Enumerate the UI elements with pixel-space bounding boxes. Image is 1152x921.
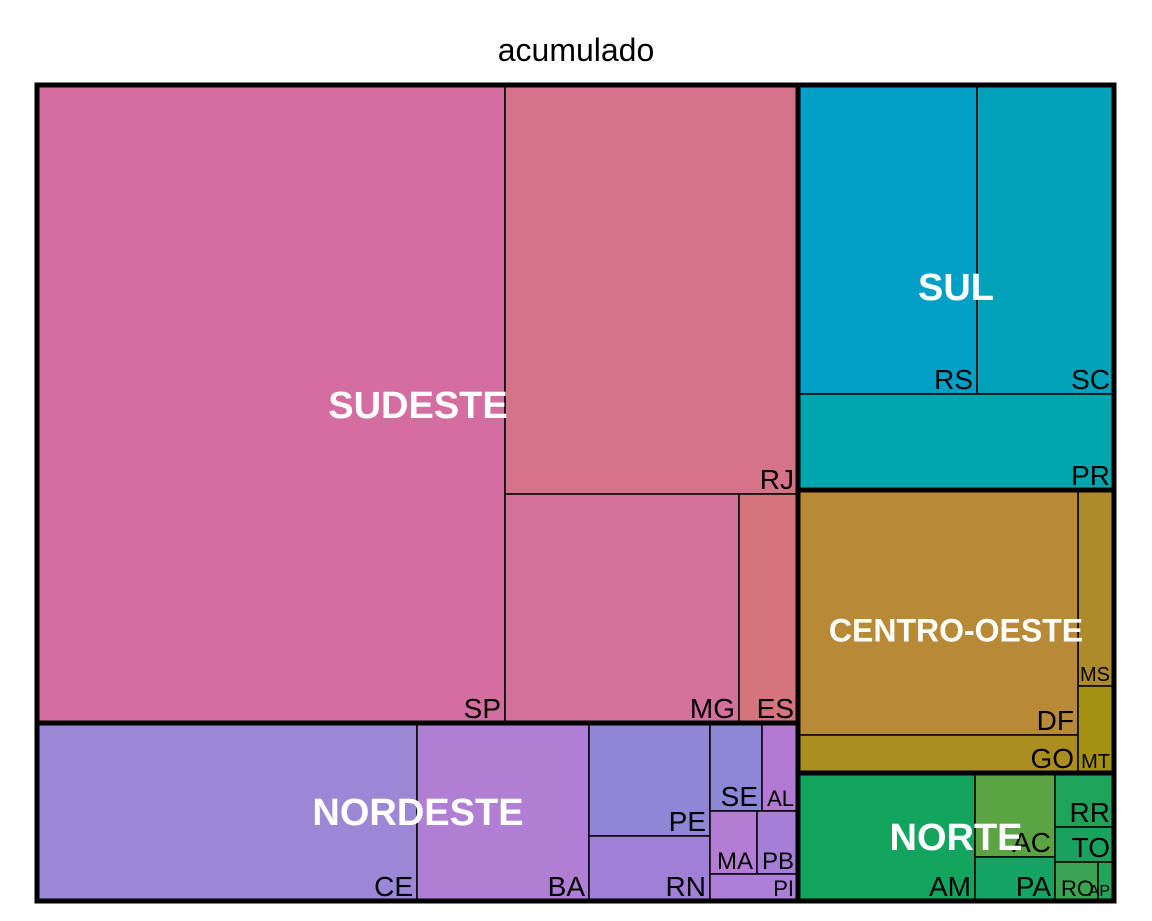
group-border-norte bbox=[795, 770, 1117, 904]
tile-pr bbox=[797, 393, 1115, 491]
chart-title: acumulado bbox=[497, 32, 655, 68]
tile-label-pa: PA bbox=[1016, 871, 1052, 902]
tile-sp bbox=[36, 84, 506, 724]
tile-rj bbox=[504, 84, 799, 495]
tile-label-sc: SC bbox=[1071, 364, 1110, 395]
tile-label-ma: MA bbox=[717, 848, 753, 875]
tile-label-rr: RR bbox=[1070, 797, 1110, 828]
tile-label-df: DF bbox=[1037, 705, 1074, 736]
tile-label-rn: RN bbox=[666, 871, 706, 902]
tile-go bbox=[797, 734, 1079, 774]
tile-rs bbox=[797, 84, 978, 395]
tile-label-pe: PE bbox=[669, 806, 706, 837]
tile-label-am: AM bbox=[929, 871, 971, 902]
tile-label-se: SE bbox=[721, 781, 758, 812]
group-label-norte: NORTE bbox=[890, 817, 1023, 859]
tile-label-ro: RO bbox=[1061, 876, 1094, 901]
tile-ac bbox=[974, 772, 1056, 858]
tile-ro bbox=[1054, 861, 1099, 902]
tile-to bbox=[1054, 826, 1115, 863]
tile-pe bbox=[588, 722, 711, 837]
tile-pb bbox=[756, 810, 799, 875]
tile-sc bbox=[976, 84, 1115, 395]
tile-label-go: GO bbox=[1030, 743, 1074, 774]
tile-mg bbox=[504, 493, 740, 724]
tile-ms bbox=[1077, 489, 1115, 687]
tile-pi bbox=[709, 873, 799, 902]
group-label-sul: SUL bbox=[918, 267, 994, 309]
tile-label-sp: SP bbox=[464, 693, 501, 724]
tile-label-rs: RS bbox=[934, 364, 973, 395]
tile-label-ms: MS bbox=[1080, 664, 1110, 686]
tile-label-mt: MT bbox=[1081, 751, 1110, 773]
tile-pa bbox=[974, 856, 1056, 902]
group-label-centro-oeste: CENTRO-OESTE bbox=[829, 612, 1083, 648]
tile-am bbox=[797, 772, 976, 902]
tile-es bbox=[738, 493, 799, 724]
tile-label-ba: BA bbox=[548, 871, 586, 902]
tile-rr bbox=[1054, 772, 1115, 828]
tile-label-to: TO bbox=[1072, 832, 1110, 863]
tile-label-ap: AP bbox=[1089, 883, 1110, 900]
tile-label-es: ES bbox=[757, 693, 794, 724]
tile-label-rj: RJ bbox=[760, 464, 794, 495]
group-label-sudeste: SUDESTE bbox=[328, 385, 507, 427]
tile-label-ac: AC bbox=[1012, 827, 1051, 858]
group-label-nordeste: NORDESTE bbox=[312, 792, 523, 834]
tile-label-mg: MG bbox=[690, 693, 735, 724]
tile-label-pi: PI bbox=[773, 876, 794, 901]
tile-label-al: AL bbox=[767, 786, 794, 811]
tile-rn bbox=[588, 835, 711, 902]
tile-se bbox=[709, 722, 763, 812]
tile-label-pb: PB bbox=[762, 848, 794, 875]
tile-label-ce: CE bbox=[374, 871, 413, 902]
tile-label-pr: PR bbox=[1071, 460, 1110, 491]
